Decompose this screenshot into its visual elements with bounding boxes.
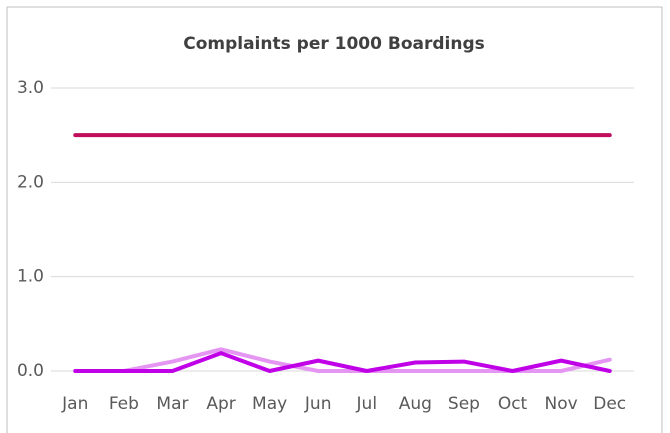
x-tick-label: Sep	[448, 394, 480, 414]
x-tick-label: Dec	[593, 394, 626, 414]
x-tick-label: Oct	[498, 394, 528, 414]
series-line	[73, 351, 612, 373]
y-tick-label: 0.0	[17, 361, 44, 381]
x-tick-label: May	[252, 394, 287, 414]
x-tick-label: Jul	[356, 394, 378, 414]
x-tick-label: Aug	[399, 394, 432, 414]
x-tick-label: Jun	[304, 394, 332, 414]
x-tick-label: Feb	[109, 394, 139, 414]
x-tick-label: Apr	[206, 394, 235, 414]
x-tick-label: Jan	[61, 394, 88, 414]
y-tick-label: 1.0	[17, 267, 44, 287]
x-tick-label: Mar	[156, 394, 188, 414]
y-tick-label: 3.0	[17, 78, 44, 98]
chart-title: Complaints per 1000 Boardings	[183, 34, 485, 54]
x-tick-label: Nov	[545, 394, 578, 414]
y-tick-label: 2.0	[17, 172, 44, 192]
